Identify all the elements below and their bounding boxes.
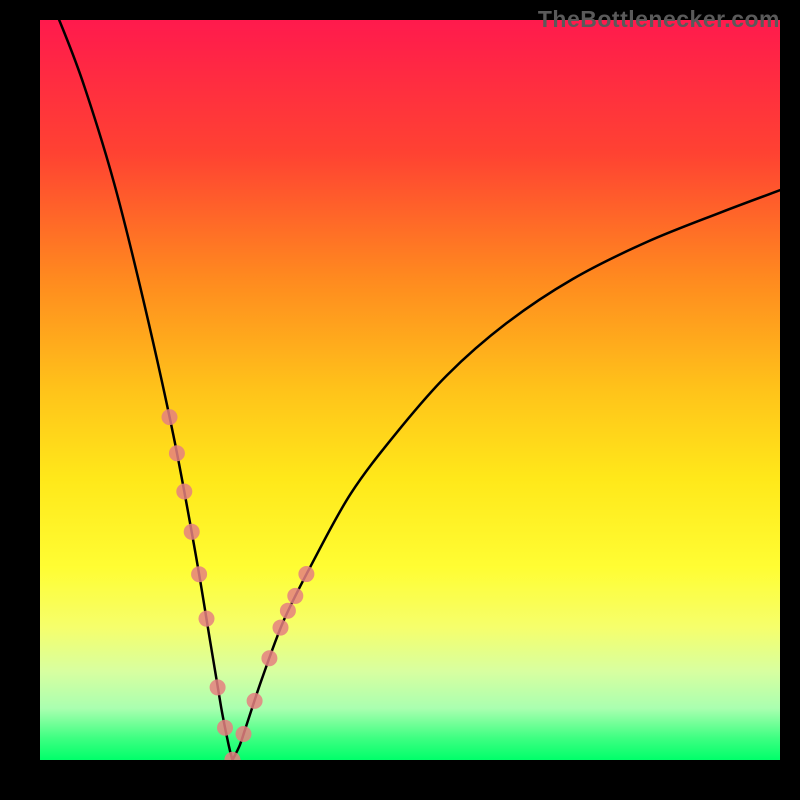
data-marker	[261, 650, 277, 666]
data-marker	[176, 483, 192, 499]
data-marker	[287, 588, 303, 604]
chart-root: TheBottlenecker.com	[0, 0, 800, 800]
data-marker	[169, 445, 185, 461]
plot-area	[40, 20, 780, 760]
data-marker	[162, 409, 178, 425]
data-marker	[247, 693, 263, 709]
watermark-text: TheBottlenecker.com	[538, 6, 780, 33]
data-marker	[199, 611, 215, 627]
data-marker	[210, 679, 226, 695]
data-marker	[273, 620, 289, 636]
data-marker	[217, 720, 233, 736]
data-marker	[236, 726, 252, 742]
data-marker	[184, 524, 200, 540]
plot-background	[40, 20, 780, 760]
data-marker	[191, 566, 207, 582]
data-marker	[280, 603, 296, 619]
data-marker	[298, 566, 314, 582]
